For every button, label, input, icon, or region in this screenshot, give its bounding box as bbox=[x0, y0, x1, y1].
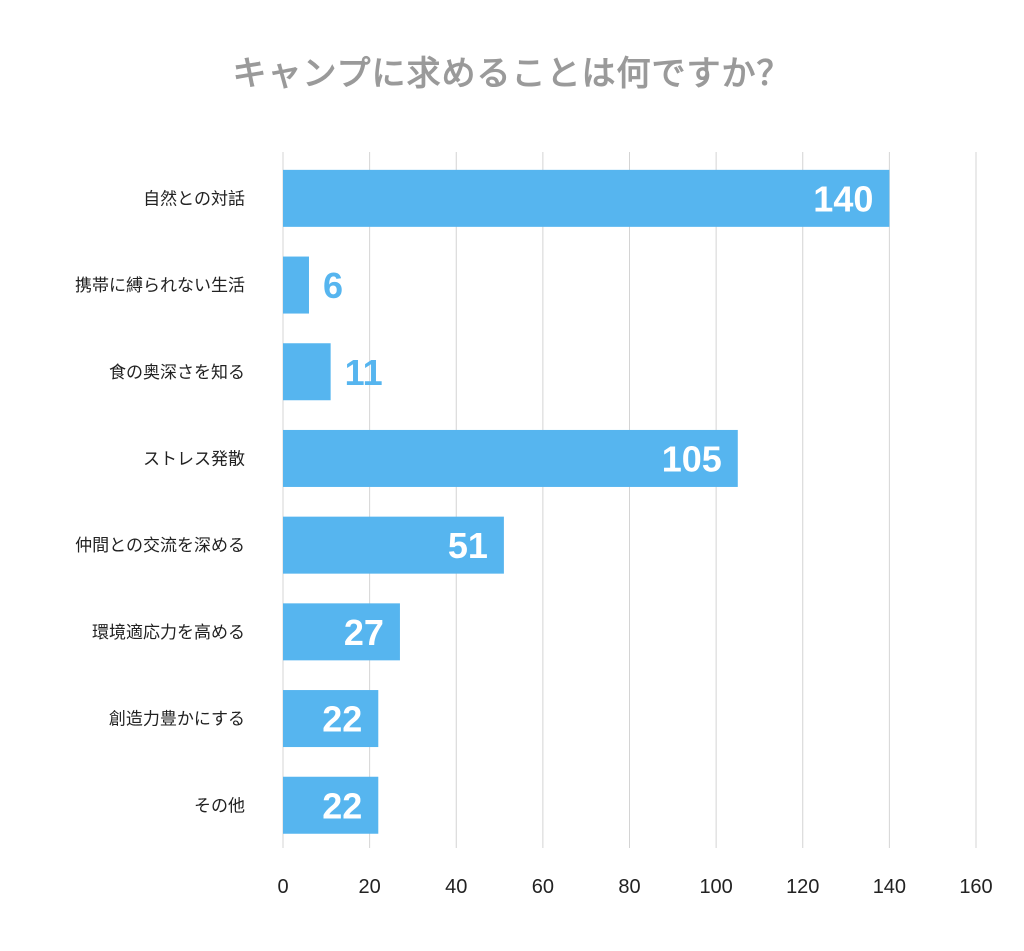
x-tick-label: 160 bbox=[959, 876, 992, 898]
category-label: 創造力豊かにする bbox=[109, 710, 245, 730]
x-tick-label: 40 bbox=[445, 876, 467, 898]
x-tick-label: 0 bbox=[277, 876, 288, 898]
x-tick-label: 140 bbox=[873, 876, 906, 898]
category-label: 食の奥深さを知る bbox=[109, 363, 245, 383]
bar bbox=[283, 169, 890, 227]
data-label: 27 bbox=[344, 612, 384, 653]
x-tick-label: 120 bbox=[786, 876, 819, 898]
chart-title: キャンプに求めることは何ですか？ bbox=[232, 54, 792, 94]
category-label: 携帯に縛られない生活 bbox=[75, 276, 245, 296]
category-label: 環境適応力を高める bbox=[92, 623, 245, 643]
data-label: 11 bbox=[345, 352, 383, 393]
bar bbox=[283, 603, 400, 661]
category-label: その他 bbox=[194, 796, 245, 816]
data-label: 6 bbox=[323, 265, 343, 306]
bar bbox=[283, 690, 379, 748]
x-tick-label: 100 bbox=[699, 876, 732, 898]
x-tick-label: 60 bbox=[532, 876, 554, 898]
category-label: 仲間との交流を深める bbox=[75, 536, 245, 556]
data-label: 105 bbox=[662, 438, 722, 479]
bar bbox=[283, 256, 309, 314]
data-label: 22 bbox=[322, 785, 362, 826]
x-tick-label: 20 bbox=[359, 876, 381, 898]
data-label: 22 bbox=[322, 699, 362, 740]
data-label: 51 bbox=[448, 525, 488, 566]
category-label: ストレス発散 bbox=[143, 449, 245, 469]
data-label: 140 bbox=[813, 178, 873, 219]
bar bbox=[283, 429, 738, 487]
x-tick-label: 80 bbox=[618, 876, 640, 898]
bar bbox=[283, 776, 379, 834]
bar bbox=[283, 343, 331, 401]
bar bbox=[283, 516, 504, 574]
category-label: 自然との対話 bbox=[143, 189, 245, 209]
